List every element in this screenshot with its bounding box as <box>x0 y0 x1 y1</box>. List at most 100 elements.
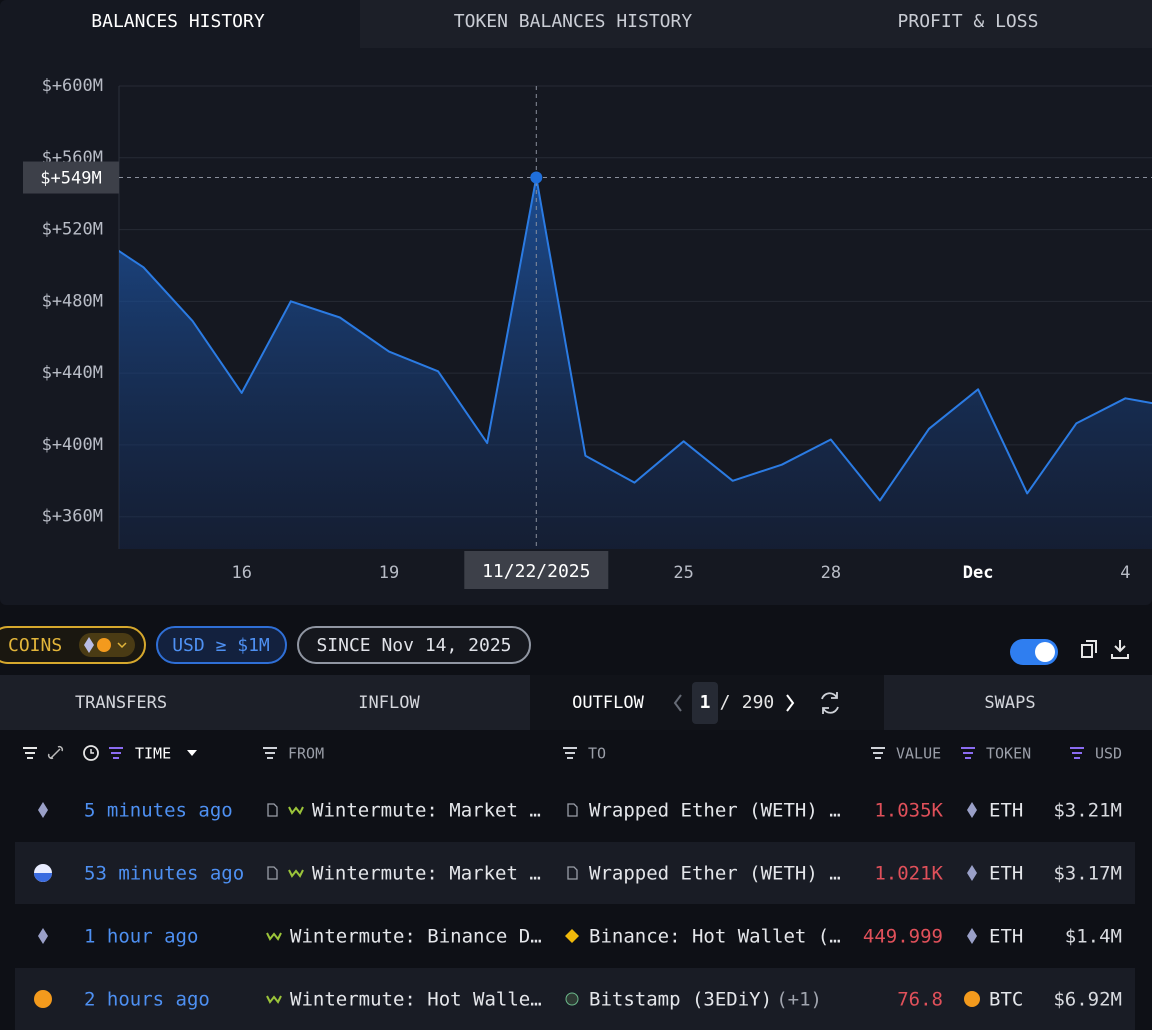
filter-icon[interactable] <box>263 747 277 759</box>
btc-icon <box>964 991 980 1007</box>
refresh-icon[interactable] <box>821 692 839 714</box>
x-hover-box <box>464 551 609 589</box>
x-tick-label: 25 <box>673 563 693 583</box>
wintermute-icon <box>288 806 304 815</box>
filter-icon[interactable] <box>961 747 975 759</box>
to-address[interactable]: Wrapped Ether (WETH) … <box>589 800 841 822</box>
clock-icon <box>83 745 99 761</box>
page-box <box>692 682 718 724</box>
subtab-label: INFLOW <box>358 693 420 713</box>
btc-icon <box>97 638 111 652</box>
subtab-label: SWAPS <box>984 693 1035 713</box>
highlight-point <box>530 171 543 184</box>
next-page[interactable] <box>786 694 795 712</box>
usd: $1.4M <box>1065 926 1122 948</box>
since-label: SINCE Nov 14, 2025 <box>316 635 511 656</box>
eth-icon <box>967 928 977 944</box>
wintermute-icon <box>266 932 282 941</box>
filter-icon[interactable] <box>109 747 123 759</box>
eth-icon <box>38 802 48 818</box>
eth-icon <box>967 802 977 818</box>
eth-icon <box>38 928 48 944</box>
filter-icon[interactable] <box>563 747 577 759</box>
since-pill[interactable] <box>297 626 531 664</box>
chevron <box>117 642 127 649</box>
to-address[interactable]: Bitstamp (3EDiY) <box>589 989 772 1011</box>
doc-icon <box>267 803 278 817</box>
usd: $3.21M <box>1053 800 1122 822</box>
x-hover-label: 11/22/2025 <box>482 561 590 582</box>
usd-pill[interactable] <box>156 626 287 664</box>
page-separator: / <box>720 692 731 713</box>
sort-caret <box>187 750 197 756</box>
y-tick-label: $+440M <box>42 363 103 383</box>
filter-icon[interactable] <box>871 747 885 759</box>
page-current: 1 <box>700 692 711 713</box>
x-tick-label: Dec <box>963 563 994 583</box>
to-extra: (+1) <box>776 989 822 1011</box>
column-header: VALUE <box>896 745 941 763</box>
eth-icon <box>967 865 977 881</box>
value: 1.021K <box>874 863 943 885</box>
y-tick-label: $+360M <box>42 507 103 527</box>
subtab-label: TRANSFERS <box>75 693 167 713</box>
subtab-label: OUTFLOW <box>572 693 644 713</box>
doc-icon <box>267 866 278 880</box>
coins-label: COINS <box>8 635 62 656</box>
doc-icon <box>567 866 578 880</box>
y-tick-label: $+480M <box>42 291 103 311</box>
y-tick-label: $+520M <box>42 220 103 240</box>
filter-icon[interactable] <box>23 747 37 759</box>
token: ETH <box>989 926 1023 948</box>
from-address[interactable]: Wintermute: Binance D… <box>290 926 542 948</box>
y-hover-label: $+549M <box>40 169 101 189</box>
column-header: TOKEN <box>986 745 1031 763</box>
usd: $6.92M <box>1053 989 1122 1011</box>
download-icon[interactable] <box>1111 640 1129 659</box>
copy-icon[interactable] <box>1081 640 1097 658</box>
to-address[interactable]: Binance: Hot Wallet (… <box>589 926 841 948</box>
wintermute-icon <box>288 869 304 878</box>
eth-icon <box>84 637 94 653</box>
inactive-tabs-bg <box>360 0 1152 48</box>
filter-icon[interactable] <box>1070 747 1084 759</box>
doc-icon <box>567 803 578 817</box>
value: 76.8 <box>897 989 943 1011</box>
x-tick-label: 28 <box>821 563 841 583</box>
from-address[interactable]: Wintermute: Market … <box>312 863 541 885</box>
value: 449.999 <box>863 926 943 948</box>
to-address[interactable]: Wrapped Ether (WETH) … <box>589 863 841 885</box>
column-header: USD <box>1095 745 1122 763</box>
tab-label: BALANCES HISTORY <box>91 11 265 32</box>
binance-icon <box>565 929 579 943</box>
btc-icon <box>34 990 52 1008</box>
from-address[interactable]: Wintermute: Market … <box>312 800 541 822</box>
token: BTC <box>989 989 1023 1011</box>
time-link[interactable]: 53 minutes ago <box>84 863 244 885</box>
bitstamp-icon <box>565 992 579 1006</box>
time-link[interactable]: 1 hour ago <box>84 926 198 948</box>
tab-label: PROFIT & LOSS <box>898 11 1039 32</box>
token: ETH <box>989 800 1023 822</box>
x-tick-label: 19 <box>379 563 399 583</box>
tab-label: TOKEN BALANCES HISTORY <box>454 11 693 32</box>
column-header: FROM <box>288 745 324 763</box>
column-header: TIME <box>135 745 171 763</box>
usd: $3.17M <box>1053 863 1122 885</box>
prev-page[interactable] <box>673 694 682 712</box>
page-total: 290 <box>742 692 775 713</box>
value: 1.035K <box>874 800 943 822</box>
y-tick-label: $+600M <box>42 76 103 96</box>
column-header: TO <box>588 745 606 763</box>
from-address[interactable]: Wintermute: Hot Walle… <box>290 989 542 1011</box>
y-hover-box <box>23 161 119 194</box>
time-link[interactable]: 2 hours ago <box>84 989 210 1011</box>
time-link[interactable]: 5 minutes ago <box>84 800 233 822</box>
link-icon <box>47 745 64 760</box>
row-stripe <box>15 842 1135 904</box>
clock-hands <box>90 749 94 754</box>
chain-icon-shade <box>34 873 52 882</box>
y-tick-label: $+400M <box>42 435 103 455</box>
usd-label: USD ≥ $1M <box>172 635 270 656</box>
